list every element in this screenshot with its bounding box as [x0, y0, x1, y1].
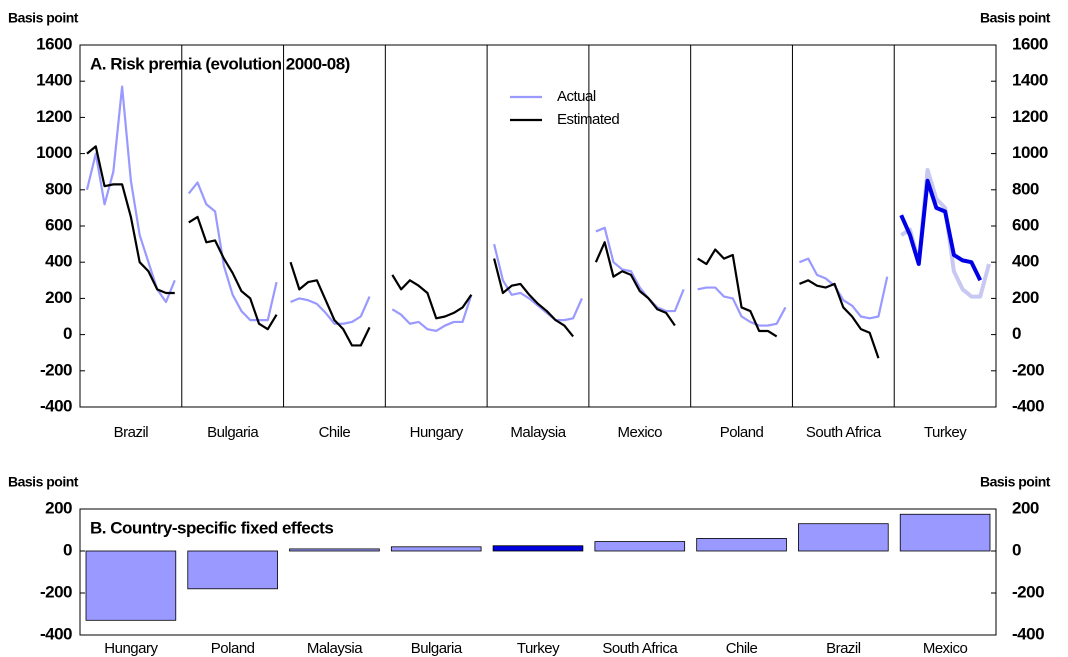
x-tick-label: Bulgaria — [411, 640, 463, 657]
y-tick-label: 0 — [63, 540, 72, 559]
y-tick-label-right: 0 — [1012, 324, 1021, 343]
series-line — [85, 85, 176, 304]
x-tick-label: Chile — [726, 640, 758, 657]
chart-title: A. Risk premia (evolution 2000-08) — [90, 54, 350, 73]
y-tick-label: 1400 — [36, 71, 72, 90]
x-tick-label: South Africa — [602, 640, 678, 657]
y-tick-label-right: 0 — [1012, 540, 1021, 559]
x-tick-label: Bulgaria — [207, 424, 259, 441]
y-tick-label: -400 — [40, 624, 72, 643]
legend-label: Estimated — [557, 111, 619, 128]
y-tick-label: 0 — [63, 324, 72, 343]
series-line — [493, 258, 574, 338]
series-line — [493, 243, 583, 322]
bar — [492, 545, 584, 552]
series-line — [187, 181, 278, 322]
x-tick-label: Poland — [211, 640, 255, 657]
y-tick-label: 1600 — [36, 34, 72, 53]
y-tick-label-right: -200 — [1012, 582, 1044, 601]
x-tick-label: Malaysia — [307, 640, 363, 657]
x-tick-label: Turkey — [517, 640, 560, 657]
y-axis-label-right: Basis point — [980, 474, 1051, 490]
bar — [899, 513, 991, 552]
y-tick-label: 1200 — [36, 107, 72, 126]
bar — [390, 546, 482, 552]
series-line — [900, 167, 991, 299]
x-tick-label: Mexico — [618, 424, 663, 441]
series-line — [799, 279, 880, 359]
y-tick-label: 200 — [45, 498, 72, 517]
y-tick-label: 200 — [45, 288, 72, 307]
bar — [85, 550, 177, 621]
y-axis-label-right: Basis point — [980, 10, 1051, 26]
y-tick-label-right: 600 — [1012, 215, 1039, 234]
series-line — [290, 296, 371, 325]
series-line — [899, 178, 983, 282]
series-line — [595, 226, 685, 313]
bar — [594, 541, 686, 552]
series-line — [697, 248, 778, 338]
series-line — [391, 294, 473, 333]
x-tick-label: South Africa — [806, 424, 882, 441]
x-tick-label: Chile — [319, 424, 351, 441]
y-tick-label: 400 — [45, 252, 72, 271]
x-tick-label: Hungary — [104, 640, 158, 657]
series-line — [799, 257, 889, 320]
bar — [798, 523, 889, 552]
y-tick-label: 1000 — [36, 143, 72, 162]
y-tick-label-right: -400 — [1012, 624, 1044, 643]
y-tick-label-right: 400 — [1012, 252, 1039, 271]
x-tick-label: Brazil — [114, 424, 149, 441]
y-tick-label: -200 — [40, 360, 72, 379]
y-axis-label: Basis point — [8, 474, 79, 490]
y-tick-label-right: -400 — [1012, 396, 1044, 415]
y-tick-label-right: -200 — [1012, 360, 1044, 379]
x-tick-label: Hungary — [410, 424, 464, 441]
series-line — [188, 215, 278, 331]
x-tick-label: Malaysia — [510, 424, 566, 441]
chart-title: B. Country-specific fixed effects — [90, 518, 333, 537]
bar — [289, 548, 380, 552]
series-line — [86, 145, 175, 295]
x-tick-label: Mexico — [923, 640, 968, 657]
y-tick-label-right: 800 — [1012, 179, 1039, 198]
x-tick-label: Brazil — [826, 640, 861, 657]
legend-label: Actual — [557, 88, 596, 105]
y-tick-label-right: 1400 — [1012, 71, 1048, 90]
y-tick-label: 800 — [45, 179, 72, 198]
series-line — [697, 286, 787, 327]
y-axis-label: Basis point — [8, 10, 79, 26]
y-tick-label-right: 1200 — [1012, 107, 1048, 126]
x-tick-label: Turkey — [924, 424, 967, 441]
x-tick-label: Poland — [720, 424, 764, 441]
series-line — [594, 241, 676, 327]
y-tick-label-right: 200 — [1012, 498, 1039, 517]
bar — [696, 538, 787, 552]
y-tick-label: -200 — [40, 582, 72, 601]
y-tick-label: 600 — [45, 215, 72, 234]
y-tick-label-right: 1600 — [1012, 34, 1048, 53]
plot-frame — [79, 508, 997, 636]
series-line — [391, 274, 473, 320]
y-tick-label-right: 1000 — [1012, 143, 1048, 162]
bar — [187, 550, 278, 590]
y-tick-label-right: 200 — [1012, 288, 1039, 307]
series-line — [289, 261, 371, 347]
y-tick-label: -400 — [40, 396, 72, 415]
